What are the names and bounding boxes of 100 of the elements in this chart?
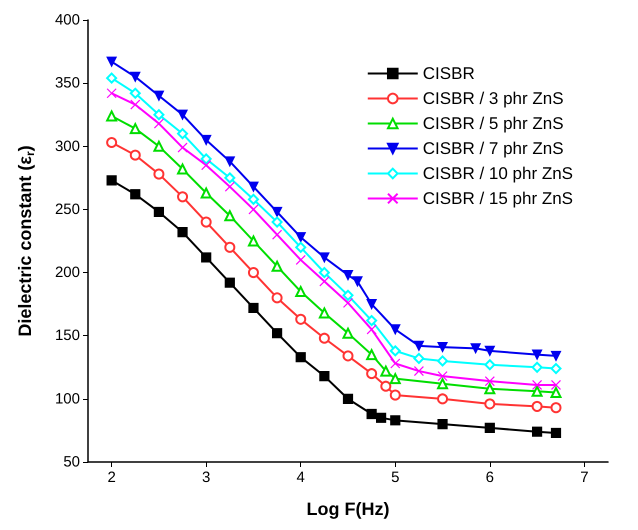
point (177, 142, 188, 153)
point (106, 137, 118, 148)
point (319, 371, 330, 382)
point (106, 56, 117, 67)
point (224, 210, 236, 222)
y-tick-label: 200 (54, 264, 80, 282)
point (366, 315, 378, 326)
point (224, 242, 236, 253)
point (248, 182, 259, 192)
point (366, 299, 377, 310)
point (130, 150, 141, 161)
point (153, 168, 164, 180)
point (484, 359, 496, 370)
point (366, 349, 378, 360)
point (380, 380, 392, 392)
point (200, 188, 212, 199)
point (376, 412, 386, 423)
y-tick-label: 400 (54, 12, 80, 28)
point (130, 123, 141, 134)
point (532, 380, 542, 390)
point (390, 324, 400, 334)
point (177, 128, 188, 140)
legend-label: CISBR / 5 phr ZnS (422, 114, 564, 133)
point (130, 88, 141, 99)
point (319, 252, 330, 263)
point (550, 387, 562, 398)
point (532, 350, 542, 360)
point (318, 267, 330, 278)
point (470, 343, 481, 354)
point (295, 242, 306, 253)
point (130, 189, 140, 200)
point (352, 276, 363, 287)
x-tick-label: 5 (391, 469, 400, 486)
point (177, 191, 188, 202)
point (390, 358, 400, 369)
legend-label: CISBR / 7 phr ZnS (422, 139, 564, 158)
y-tick-label: 150 (54, 327, 80, 344)
point (342, 270, 354, 280)
point (200, 153, 212, 164)
point (248, 302, 259, 314)
point (342, 328, 354, 339)
point (130, 72, 140, 82)
point (550, 363, 562, 374)
point (272, 206, 282, 218)
point (532, 400, 543, 412)
y-tick-label: 350 (54, 74, 80, 92)
point (342, 298, 354, 308)
y-tick-label: 300 (54, 138, 80, 155)
point (248, 194, 259, 205)
point (224, 156, 235, 167)
point (550, 380, 562, 390)
point (224, 278, 235, 288)
legend-label: CISBR / 10 phr ZnS (422, 164, 574, 183)
point (390, 373, 401, 384)
point (296, 232, 306, 242)
point (106, 110, 118, 122)
legend-label: CISBR (422, 64, 475, 83)
x-tick-label: 6 (486, 469, 494, 486)
point (366, 408, 377, 420)
point (550, 428, 562, 438)
point (106, 175, 117, 186)
y-tick-label: 250 (54, 200, 80, 218)
y-axis-title: Dielectric constant (εr) (15, 145, 37, 337)
point (484, 398, 496, 410)
point (177, 110, 188, 120)
point (177, 227, 188, 238)
point (484, 346, 495, 356)
point (484, 376, 495, 386)
point (366, 324, 377, 334)
point (248, 236, 259, 246)
y-tick-label: 50 (63, 454, 80, 470)
point (437, 419, 448, 430)
point (154, 90, 164, 101)
point (200, 216, 212, 228)
point (224, 182, 235, 192)
x-tick-label: 7 (580, 469, 589, 486)
point (550, 402, 562, 414)
point (414, 340, 424, 351)
point (201, 134, 212, 146)
x-tick-label: 4 (296, 469, 305, 486)
point (248, 267, 259, 278)
point (296, 352, 306, 362)
x-tick-label: 3 (202, 469, 210, 486)
x-axis-title: Log F(Hz) (306, 499, 390, 519)
point (390, 390, 401, 401)
point (319, 276, 330, 287)
y-tick-label: 100 (54, 390, 80, 408)
point (153, 109, 164, 120)
point (342, 290, 354, 301)
point (272, 260, 283, 272)
point (366, 368, 378, 380)
point (272, 216, 283, 228)
point (248, 204, 259, 215)
point (201, 252, 212, 263)
point (414, 366, 424, 376)
point (413, 352, 424, 364)
point (153, 140, 164, 152)
point (295, 314, 306, 325)
point (296, 254, 306, 266)
point (318, 307, 330, 318)
